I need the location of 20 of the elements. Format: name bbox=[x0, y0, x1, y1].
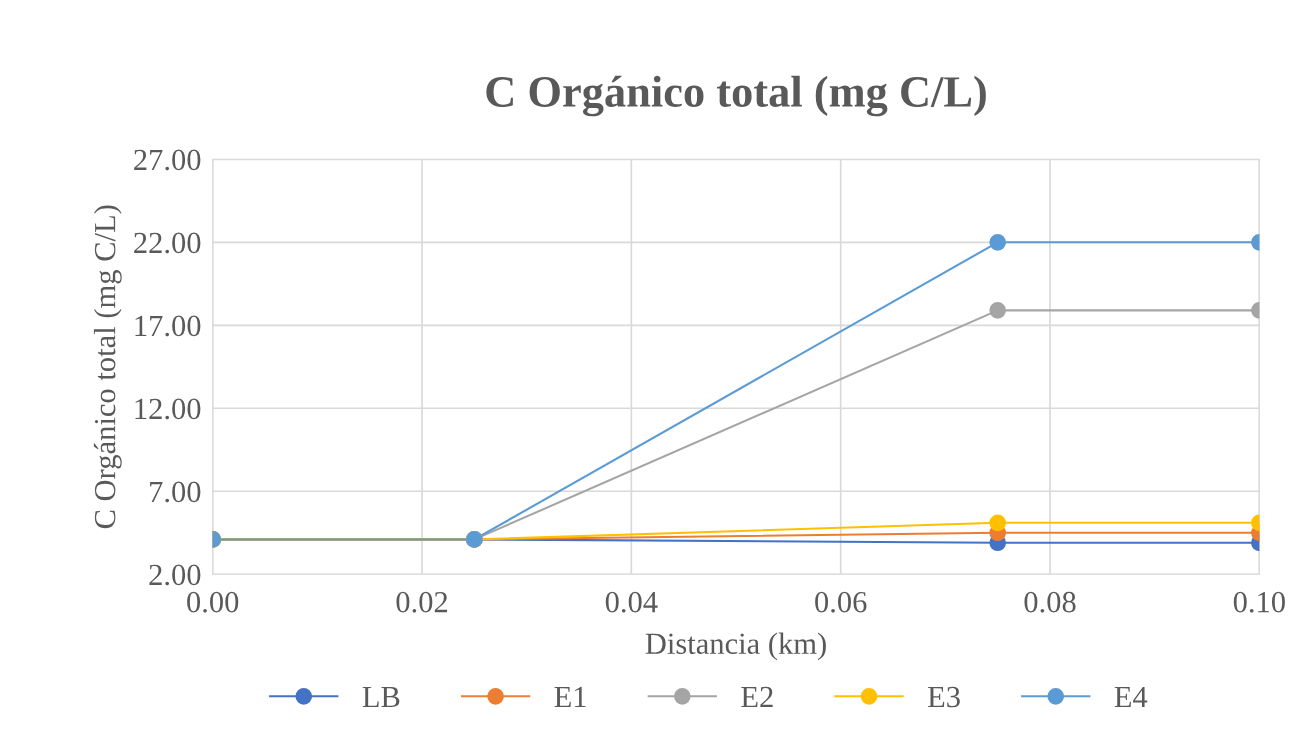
legend-label: LB bbox=[362, 686, 400, 708]
y-tick-label: 27.00 bbox=[134, 149, 201, 171]
x-tick-label: 0.00 bbox=[187, 591, 239, 613]
legend-label: E4 bbox=[1114, 686, 1148, 707]
x-axis-title: Distancia (km) bbox=[645, 632, 826, 661]
legend-label: E1 bbox=[554, 686, 586, 707]
chart-title: C Orgánico total (mg C/L) bbox=[486, 75, 986, 117]
x-tick-label: 0.06 bbox=[815, 591, 867, 613]
y-tick-label: 2.00 bbox=[149, 564, 201, 586]
x-tick-label: 0.10 bbox=[1233, 591, 1285, 613]
legend-label: E2 bbox=[741, 686, 773, 707]
y-tick-label: 7.00 bbox=[150, 481, 201, 503]
y-tick-label: 22.00 bbox=[134, 232, 201, 254]
y-tick-label: 17.00 bbox=[135, 315, 201, 337]
x-tick-label: 0.08 bbox=[1024, 591, 1076, 613]
y-tick-label: 12.00 bbox=[135, 398, 201, 420]
y-axis-title: C Orgánico total (mg C/L) bbox=[93, 205, 122, 529]
legend-label: E3 bbox=[927, 686, 960, 708]
x-tick-label: 0.02 bbox=[396, 591, 448, 613]
x-tick-label: 0.04 bbox=[605, 591, 658, 613]
